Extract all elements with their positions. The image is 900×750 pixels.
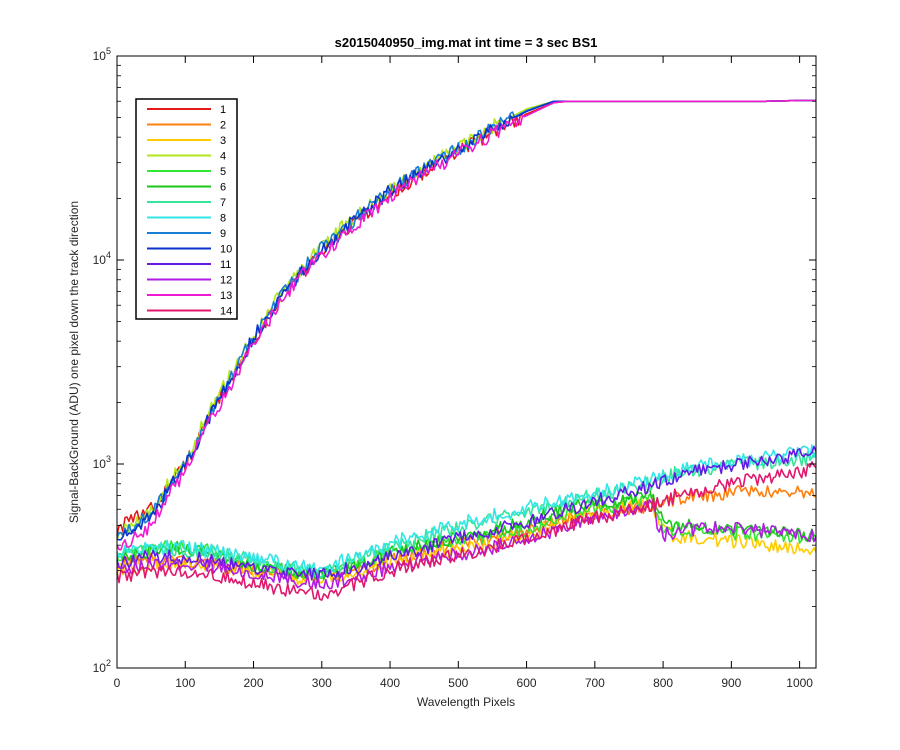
tick-layer: 0 100 200 300 400 500 600 700 800 900 100010210310… xyxy=(93,46,816,690)
x-tick-label: 500 xyxy=(448,676,468,690)
x-tick-label: 700 xyxy=(585,676,605,690)
legend-label-2: 2 xyxy=(220,120,226,132)
series-line-11 xyxy=(116,445,817,583)
legend-label-11: 11 xyxy=(220,259,231,271)
legend-label-3: 3 xyxy=(220,135,226,147)
legend-label-12: 12 xyxy=(220,275,232,287)
series-layer xyxy=(116,99,817,601)
x-tick-label: 900 xyxy=(721,676,741,690)
x-tick-label: 0 xyxy=(114,676,121,690)
legend-box xyxy=(135,98,238,320)
x-tick-label: 600 xyxy=(517,676,537,690)
x-tick-label: 200 xyxy=(244,676,264,690)
x-tick-label: 300 xyxy=(312,676,332,690)
legend-label-14: 14 xyxy=(220,306,232,318)
y-tick-label: 102 xyxy=(93,658,111,675)
legend-label-7: 7 xyxy=(220,197,226,209)
x-tick-label: 400 xyxy=(380,676,400,690)
chart-title: s2015040950_img.mat int time = 3 sec BS1 xyxy=(335,35,598,50)
legend-label-5: 5 xyxy=(220,166,226,178)
series-line-8 xyxy=(116,444,817,575)
legend-label-13: 13 xyxy=(220,290,232,302)
legend-label-9: 9 xyxy=(220,228,226,240)
legend-label-4: 4 xyxy=(220,151,226,163)
y-tick-label: 103 xyxy=(93,454,111,471)
legend-label-8: 8 xyxy=(220,213,226,225)
legend-label-1: 1 xyxy=(220,104,226,116)
series-line-7 xyxy=(116,450,817,579)
y-tick-label: 104 xyxy=(93,250,111,267)
legend-label-6: 6 xyxy=(220,182,226,194)
y-tick-label: 105 xyxy=(93,46,111,63)
x-tick-label: 800 xyxy=(653,676,673,690)
y-axis-label: Signal-BackGround (ADU) one pixel down t… xyxy=(67,201,81,523)
x-tick-label: 1000 xyxy=(786,676,813,690)
series-line-14 xyxy=(116,461,817,601)
legend-label-10: 10 xyxy=(220,244,232,256)
series-line-12 xyxy=(116,499,817,590)
axes-box xyxy=(116,55,817,669)
x-axis-label: Wavelength Pixels xyxy=(417,695,515,709)
series-line-13 xyxy=(116,99,816,551)
x-tick-label: 100 xyxy=(175,676,195,690)
